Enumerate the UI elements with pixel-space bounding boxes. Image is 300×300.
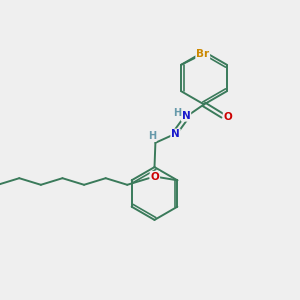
- Text: O: O: [224, 112, 232, 122]
- Text: N: N: [182, 111, 190, 121]
- Text: N: N: [171, 129, 180, 140]
- Text: O: O: [151, 172, 159, 182]
- Text: H: H: [173, 108, 181, 118]
- Text: Br: Br: [196, 49, 209, 59]
- Text: H: H: [148, 131, 156, 141]
